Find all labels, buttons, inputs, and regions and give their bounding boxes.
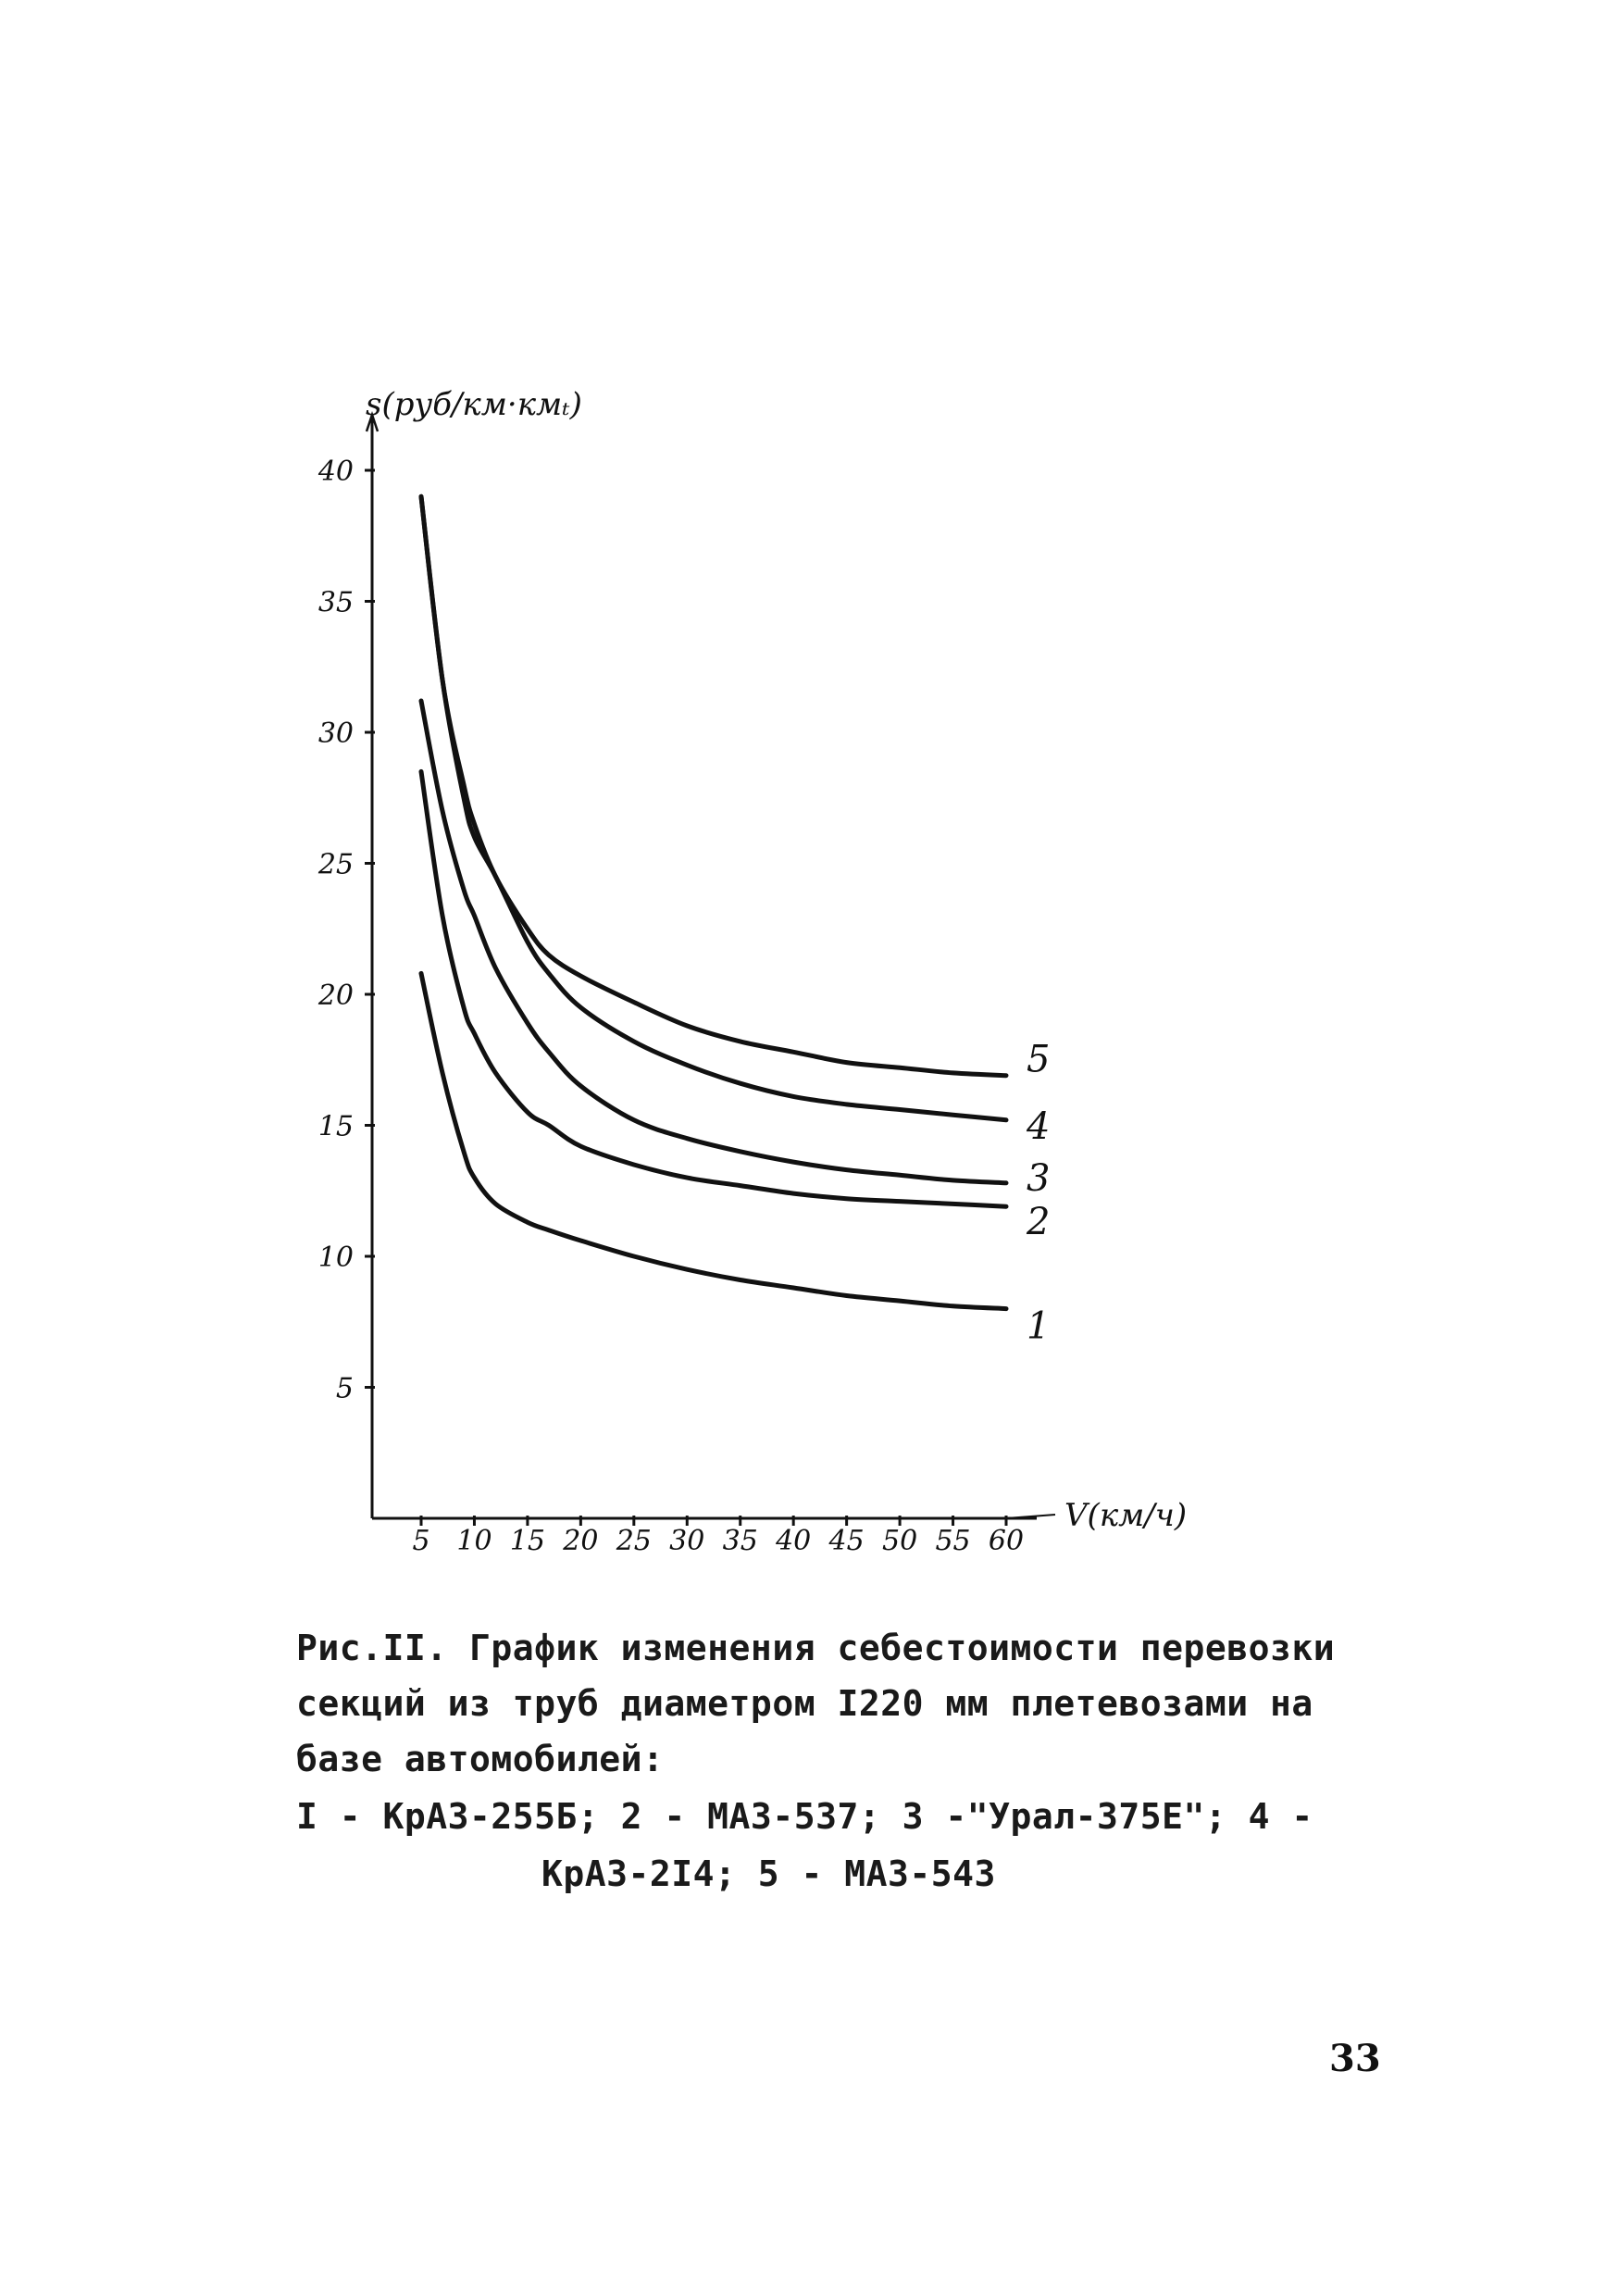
figure-caption-line-1: Рис.II. График изменения себестоимости п…	[296, 1628, 1336, 1668]
x-tick-label: 60	[989, 1525, 1024, 1557]
x-tick-label: 10	[456, 1525, 492, 1557]
y-tick-label: 15	[318, 1111, 354, 1143]
x-tick-label: 50	[882, 1525, 917, 1557]
figure-caption-line-2: секций из труб диаметром I220 мм плетево…	[296, 1683, 1313, 1724]
x-tick-label: 35	[723, 1525, 758, 1557]
axes	[365, 411, 1056, 1520]
series-label-2: 2	[1026, 1201, 1050, 1243]
y-tick-label: 30	[318, 718, 354, 750]
y-tick-label: 5	[336, 1373, 354, 1405]
y-tick-label: 40	[317, 455, 354, 488]
series-line-2	[418, 768, 1009, 1209]
series-label-3: 3	[1027, 1157, 1050, 1200]
x-tick-label: 55	[935, 1525, 970, 1557]
page-number: 33	[1329, 2037, 1381, 2080]
y-tick-label: 20	[317, 980, 354, 1012]
x-axis-arrow-line	[1005, 1514, 1056, 1519]
series-label-4: 4	[1026, 1105, 1050, 1148]
x-tick-label: 15	[510, 1525, 545, 1557]
y-tick-label: 25	[317, 849, 354, 881]
series-label-1: 1	[1027, 1305, 1050, 1348]
x-tick-label: 45	[828, 1525, 865, 1557]
figure-caption-line-3: базе автомобилей:	[296, 1739, 665, 1779]
x-tick-label: 25	[616, 1525, 652, 1557]
series-label-5: 5	[1027, 1039, 1050, 1081]
series-lines	[418, 493, 1009, 1312]
series-line-1	[418, 970, 1009, 1312]
y-tick-label: 10	[318, 1242, 354, 1274]
y-axis-label: s(руб/км·кмₜ)	[366, 386, 582, 423]
ticks: 5 10 15 20 25 30 35 40 5 10 15 20 25 30 35 40 45 50 55 60	[317, 455, 1024, 1557]
figure-caption-legend-line-1: I - КрАЗ-255Б; 2 - МАЗ-537; 3 -"Урал-375…	[296, 1796, 1313, 1837]
series-line-4	[418, 493, 1009, 1123]
series-line-5	[418, 493, 1009, 1079]
figure-caption-legend-line-2: КрАЗ-2I4; 5 - МАЗ-543	[541, 1853, 996, 1894]
x-tick-label: 5	[412, 1525, 429, 1557]
x-axis-label: V(км/ч)	[1064, 1497, 1187, 1534]
y-tick-label: 35	[318, 587, 354, 619]
x-tick-label: 40	[775, 1525, 811, 1557]
x-tick-label: 20	[562, 1525, 598, 1557]
x-tick-label: 30	[669, 1525, 704, 1557]
y-axis-arrow	[365, 411, 380, 432]
series-line-3	[418, 698, 1009, 1186]
